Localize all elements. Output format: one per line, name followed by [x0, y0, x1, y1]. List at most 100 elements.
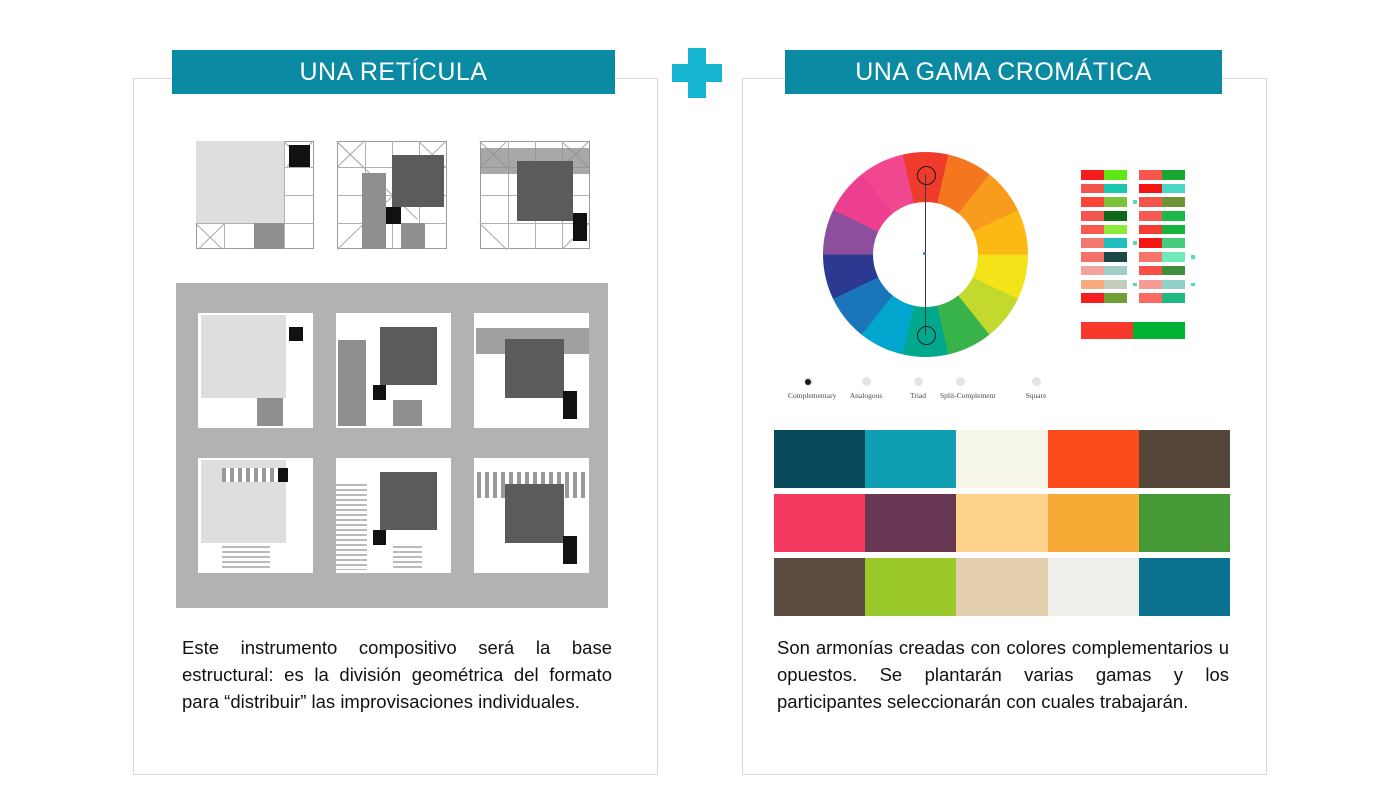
swatch-color-b	[1162, 265, 1185, 276]
swatch-pair[interactable]	[1081, 224, 1127, 235]
harmony-option-analogous[interactable]: Analogous	[846, 377, 886, 400]
swatch-color-a	[1139, 224, 1162, 235]
swatch-color-a	[1081, 197, 1104, 207]
color-wheel-handle-complement[interactable]	[917, 326, 936, 345]
swatch-pair[interactable]	[1139, 170, 1185, 180]
palette-strip-2[interactable]	[774, 494, 1231, 552]
swatch-color-b	[1104, 224, 1127, 235]
panel-right-caption: Son armonías creadas con colores complem…	[777, 637, 1229, 712]
swatch-pair[interactable]	[1081, 238, 1137, 248]
palette-swatch[interactable]	[1047, 430, 1139, 488]
swatch-pair[interactable]	[1139, 252, 1195, 262]
swatch-color-a	[1081, 183, 1104, 194]
color-wheel-widget[interactable]	[823, 152, 1028, 357]
swatch-pair[interactable]	[1081, 170, 1127, 180]
palette-swatch[interactable]	[865, 430, 957, 488]
swatch-color-b	[1104, 197, 1127, 207]
swatch-pair[interactable]	[1139, 211, 1185, 221]
swatch-pair[interactable]	[1139, 293, 1185, 303]
swatch-color-b	[1162, 211, 1185, 221]
stripe-block	[222, 546, 270, 570]
swatch-pair[interactable]	[1139, 224, 1185, 235]
selected-color-complement	[1133, 322, 1185, 339]
swatch-grid-column-1[interactable]	[1081, 170, 1137, 307]
swatch-marker-dot	[1133, 241, 1137, 245]
harmony-option-label: Analogous	[849, 391, 883, 400]
radio-icon[interactable]	[913, 377, 923, 386]
radio-icon[interactable]	[861, 377, 871, 386]
palette-swatch[interactable]	[774, 430, 866, 488]
swatch-color-b	[1162, 197, 1185, 207]
palette-swatch[interactable]	[956, 558, 1048, 616]
swatch-color-b	[1162, 170, 1185, 180]
palette-swatch[interactable]	[774, 494, 866, 552]
swatch-pair[interactable]	[1081, 197, 1137, 207]
swatch-color-a	[1139, 170, 1162, 180]
palette-strip-3[interactable]	[774, 558, 1231, 616]
swatch-pair[interactable]	[1081, 183, 1127, 194]
swatch-color-a	[1081, 279, 1104, 289]
harmony-option-complementary[interactable]: Complementary	[788, 377, 836, 400]
board-page-2	[336, 313, 451, 428]
grid-diagram-1	[195, 140, 314, 250]
swatch-color-b	[1104, 238, 1127, 248]
selected-color-primary	[1081, 322, 1133, 339]
swatch-pair[interactable]	[1139, 265, 1185, 276]
swatch-marker-dot	[1133, 282, 1137, 286]
stripe-block	[336, 484, 367, 570]
swatch-color-a	[1139, 293, 1162, 303]
swatch-color-a	[1139, 238, 1162, 248]
board-page-6	[474, 458, 589, 573]
grid-board	[176, 283, 608, 608]
swatch-color-b	[1162, 238, 1185, 248]
swatch-pair[interactable]	[1081, 279, 1137, 289]
palette-swatch[interactable]	[1047, 558, 1139, 616]
palette-swatch[interactable]	[956, 430, 1048, 488]
board-page-1	[198, 313, 313, 428]
radio-icon[interactable]	[803, 377, 813, 386]
swatch-marker-dot	[1191, 282, 1195, 286]
swatch-pair[interactable]	[1139, 279, 1195, 289]
color-wheel-handle-primary[interactable]	[917, 166, 936, 185]
swatch-color-a	[1081, 211, 1104, 221]
swatch-color-b	[1104, 293, 1127, 303]
harmony-option-square[interactable]: Square	[1016, 377, 1056, 400]
swatch-color-b	[1104, 183, 1127, 194]
swatch-color-a	[1139, 211, 1162, 221]
swatch-pair[interactable]	[1139, 183, 1185, 194]
swatch-color-a	[1139, 265, 1162, 276]
stripe-block	[222, 468, 278, 482]
swatch-color-a	[1139, 279, 1162, 289]
selected-color-pair[interactable]	[1081, 322, 1185, 339]
radio-icon[interactable]	[1031, 377, 1041, 386]
harmony-option-triad[interactable]: Triad	[898, 377, 938, 400]
palette-swatch[interactable]	[956, 494, 1048, 552]
swatch-color-b	[1162, 183, 1185, 194]
swatch-pair[interactable]	[1081, 293, 1127, 303]
palette-swatch[interactable]	[1047, 494, 1139, 552]
harmony-option-split-complement[interactable]: Split-Complement	[940, 377, 995, 400]
palette-swatch[interactable]	[865, 494, 957, 552]
panel-left-caption: Este instrumento compositivo será la bas…	[182, 637, 612, 712]
swatch-color-b	[1162, 279, 1185, 289]
plus-icon	[672, 48, 722, 98]
palette-swatch[interactable]	[1138, 430, 1231, 488]
panel-right-header: UNA GAMA CROMÁTICA	[785, 50, 1222, 94]
radio-icon[interactable]	[955, 377, 965, 386]
palette-swatch[interactable]	[1138, 494, 1231, 552]
swatch-color-b	[1162, 224, 1185, 235]
palette-strip-1[interactable]	[774, 430, 1231, 488]
swatch-pair[interactable]	[1139, 238, 1185, 248]
swatch-grid-column-2[interactable]	[1139, 170, 1195, 307]
swatch-color-b	[1104, 279, 1127, 289]
swatch-color-a	[1081, 170, 1104, 180]
swatch-pair[interactable]	[1081, 211, 1127, 221]
harmony-selector[interactable]: Complementary Analogous Triad Split-Complem…	[788, 377, 1056, 409]
swatch-color-a	[1081, 293, 1104, 303]
swatch-pair[interactable]	[1139, 197, 1185, 207]
swatch-pair[interactable]	[1081, 252, 1127, 262]
swatch-pair[interactable]	[1081, 265, 1127, 276]
palette-swatch[interactable]	[774, 558, 866, 616]
palette-swatch[interactable]	[865, 558, 957, 616]
palette-swatch[interactable]	[1138, 558, 1231, 616]
